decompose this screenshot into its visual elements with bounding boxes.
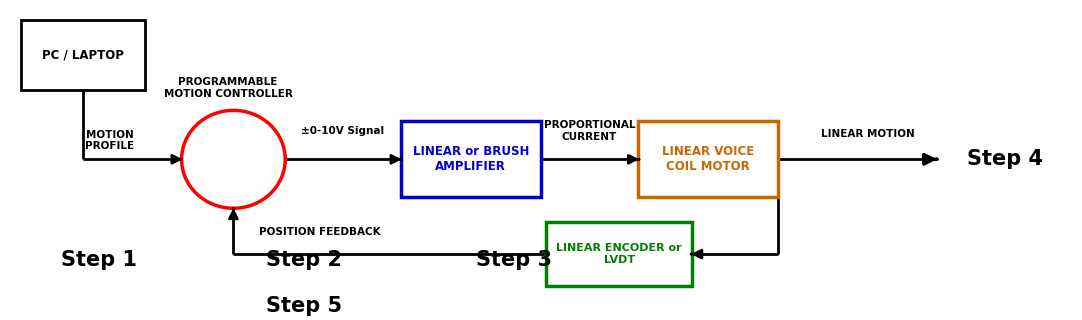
Text: MOTION
PROFILE: MOTION PROFILE	[85, 130, 134, 151]
Text: ±0-10V Signal: ±0-10V Signal	[302, 126, 384, 136]
Text: Step 1: Step 1	[61, 250, 136, 270]
Ellipse shape	[182, 110, 286, 208]
FancyBboxPatch shape	[400, 121, 541, 197]
Text: Step 3: Step 3	[476, 250, 552, 270]
Text: Step 4: Step 4	[967, 149, 1043, 169]
Text: LINEAR VOICE
COIL MOTOR: LINEAR VOICE COIL MOTOR	[662, 145, 754, 173]
Text: PC / LAPTOP: PC / LAPTOP	[42, 49, 123, 61]
Text: LINEAR or BRUSH
AMPLIFIER: LINEAR or BRUSH AMPLIFIER	[412, 145, 529, 173]
Text: Step 5: Step 5	[265, 296, 342, 316]
FancyBboxPatch shape	[546, 222, 692, 286]
Text: PROGRAMMABLE
MOTION CONTROLLER: PROGRAMMABLE MOTION CONTROLLER	[163, 77, 292, 99]
Text: PROPORTIONAL
CURRENT: PROPORTIONAL CURRENT	[544, 120, 635, 142]
FancyBboxPatch shape	[21, 20, 145, 90]
Text: LINEAR MOTION: LINEAR MOTION	[820, 129, 914, 139]
Text: POSITION FEEDBACK: POSITION FEEDBACK	[259, 227, 381, 237]
Text: Step 2: Step 2	[265, 250, 342, 270]
FancyBboxPatch shape	[638, 121, 778, 197]
Text: LINEAR ENCODER or
LVDT: LINEAR ENCODER or LVDT	[556, 243, 682, 265]
